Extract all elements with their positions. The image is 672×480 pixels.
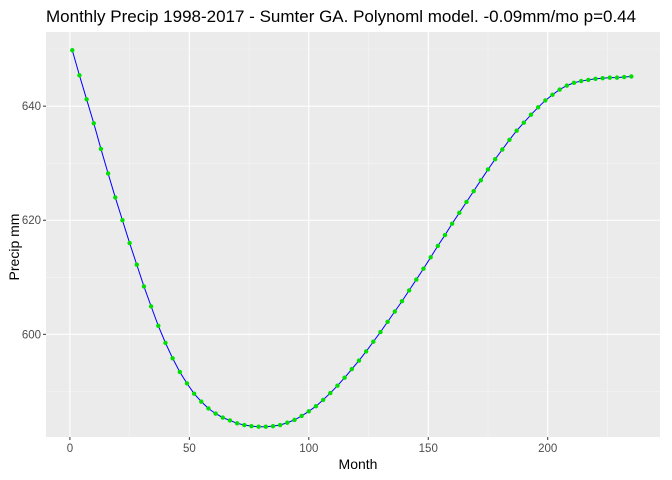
data-point xyxy=(220,415,225,420)
data-point xyxy=(464,199,469,205)
grid-major xyxy=(46,32,660,437)
data-point xyxy=(607,75,613,80)
data-point xyxy=(113,195,118,200)
data-point xyxy=(578,78,584,84)
data-point xyxy=(500,147,505,152)
data-point xyxy=(514,128,519,133)
data-point xyxy=(335,383,340,388)
y-tick-label: 600 xyxy=(22,329,41,341)
data-point xyxy=(528,112,534,117)
data-point xyxy=(485,167,491,172)
data-point xyxy=(414,277,419,282)
data-point xyxy=(356,358,362,363)
y-axis-ticks: 600 620 640 xyxy=(22,101,46,341)
data-point xyxy=(586,77,591,83)
data-point xyxy=(306,409,312,414)
data-point xyxy=(378,329,383,335)
data-point xyxy=(385,319,390,324)
data-point xyxy=(177,369,182,375)
data-point xyxy=(77,73,82,78)
data-point xyxy=(156,323,161,328)
data-point xyxy=(550,92,555,97)
data-point xyxy=(213,411,218,416)
data-point xyxy=(492,157,498,162)
data-point xyxy=(349,366,355,372)
data-point xyxy=(91,121,96,126)
data-point xyxy=(242,422,247,428)
data-point xyxy=(535,105,541,110)
data-point xyxy=(543,98,548,103)
data-point xyxy=(292,417,297,423)
data-point xyxy=(593,76,598,81)
chart-title: Monthly Precip 1998-2017 - Sumter GA. Po… xyxy=(46,7,636,26)
data-point xyxy=(184,381,190,386)
data-point xyxy=(371,339,376,344)
x-tick-label: 150 xyxy=(419,443,438,455)
data-point xyxy=(170,356,175,361)
data-point xyxy=(342,375,347,380)
data-point xyxy=(263,424,268,429)
data-point xyxy=(421,266,426,271)
data-point xyxy=(191,391,197,396)
data-point xyxy=(600,76,605,81)
data-point xyxy=(141,284,147,289)
y-axis-label: Precip mm xyxy=(6,214,22,281)
data-point xyxy=(557,87,562,92)
data-point xyxy=(428,255,433,260)
data-point xyxy=(227,418,233,423)
grid-minor xyxy=(46,32,660,437)
plot-panel xyxy=(46,32,660,437)
data-point xyxy=(328,390,333,396)
data-point xyxy=(98,146,104,152)
x-axis-ticks: 0 50 100 150 200 xyxy=(67,437,557,455)
data-point xyxy=(206,406,211,411)
x-tick-label: 100 xyxy=(299,443,318,455)
data-point xyxy=(134,262,139,267)
data-point xyxy=(270,423,276,429)
data-point xyxy=(521,120,527,125)
data-point xyxy=(199,399,204,404)
data-point xyxy=(299,413,304,419)
data-point xyxy=(148,304,154,309)
data-point xyxy=(621,74,627,80)
data-point xyxy=(163,340,168,346)
data-point xyxy=(392,309,398,314)
x-tick-label: 200 xyxy=(538,443,557,455)
data-point xyxy=(313,403,319,409)
data-point xyxy=(120,218,125,223)
data-point xyxy=(571,80,577,85)
data-point xyxy=(406,288,412,293)
data-point xyxy=(84,97,89,102)
data-point xyxy=(105,171,111,176)
data-point xyxy=(256,424,261,429)
data-point xyxy=(435,243,441,249)
x-tick-label: 50 xyxy=(183,443,196,455)
data-point xyxy=(442,232,448,238)
data-point xyxy=(478,178,484,183)
data-point xyxy=(614,75,620,80)
data-point xyxy=(363,349,369,354)
data-point xyxy=(320,397,326,403)
data-point xyxy=(277,422,283,428)
x-axis-label: Month xyxy=(339,456,378,472)
data-point xyxy=(285,420,290,425)
y-tick-label: 620 xyxy=(22,215,41,227)
data-point xyxy=(564,83,570,88)
data-point xyxy=(507,137,512,143)
data-point xyxy=(457,210,462,216)
data-point xyxy=(234,421,240,426)
y-tick-label: 640 xyxy=(22,101,41,113)
data-point xyxy=(399,299,405,304)
data-points xyxy=(70,48,634,429)
data-point xyxy=(471,188,476,194)
data-point xyxy=(449,221,455,226)
x-tick-label: 0 xyxy=(67,443,73,455)
data-point xyxy=(70,48,75,53)
data-point xyxy=(127,240,132,246)
data-point xyxy=(629,74,634,79)
data-point xyxy=(249,423,254,429)
